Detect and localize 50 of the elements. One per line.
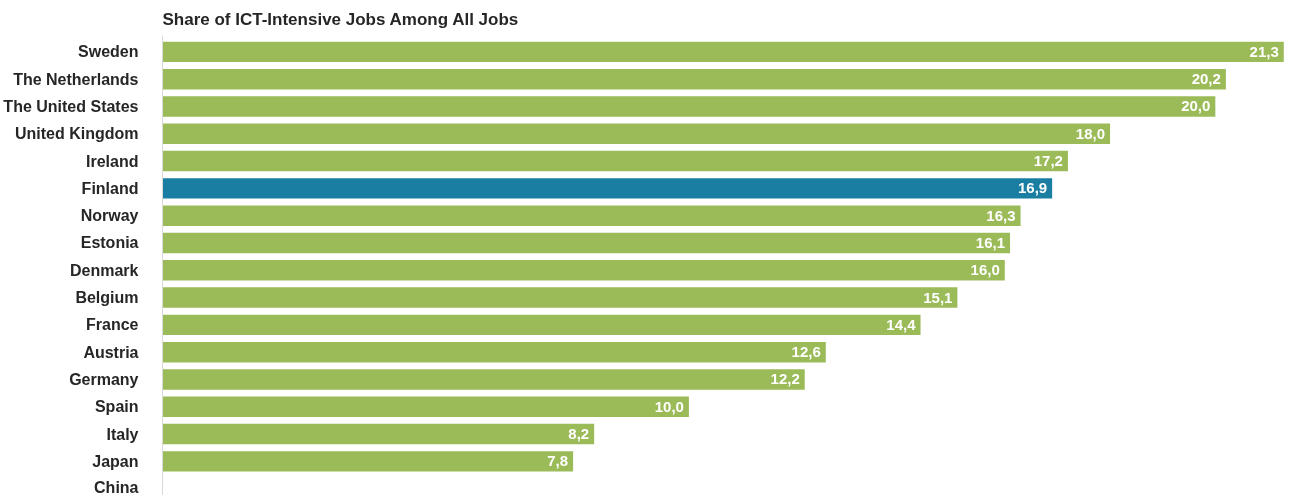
data-label: 16,1: [975, 233, 1006, 251]
bar: [162, 451, 574, 472]
y-tick-label: Japan: [92, 452, 139, 470]
bar: [162, 341, 826, 363]
data-label: 16,3: [986, 206, 1016, 224]
data-label: 10,0: [654, 397, 684, 415]
bar: [162, 423, 595, 445]
data-label: 17,2: [1033, 152, 1063, 170]
bar: [162, 232, 1011, 254]
y-tick-label: Estonia: [80, 234, 139, 252]
bar: [162, 178, 1053, 199]
data-label: 18,0: [1075, 124, 1106, 142]
data-label: 16,9: [1017, 179, 1048, 197]
bar: [162, 150, 1068, 172]
bar: [162, 205, 1021, 226]
data-label: 16,0: [970, 261, 1000, 279]
bar: [162, 260, 1005, 281]
bar: [162, 396, 689, 418]
y-tick-label: France: [86, 316, 139, 334]
bar: [162, 369, 805, 390]
y-tick-label: Ireland: [86, 152, 139, 170]
y-tick-label: China: [94, 478, 139, 495]
data-label: 15,1: [923, 288, 953, 306]
y-tick-label: The United States: [3, 97, 139, 115]
y-tick-label: Belgium: [75, 289, 139, 307]
y-tick-label: Norway: [80, 207, 139, 225]
y-tick-label: United Kingdom: [14, 125, 139, 143]
y-tick-label: Finland: [81, 179, 139, 197]
data-label: 14,4: [886, 315, 917, 333]
data-label: 7,8: [547, 452, 569, 470]
y-tick-label: Sweden: [78, 43, 139, 61]
data-label: 12,2: [770, 370, 800, 388]
y-tick-label: Spain: [94, 398, 139, 416]
y-tick-label: Italy: [106, 425, 139, 443]
bar: [162, 287, 958, 308]
data-label: 20,2: [1191, 70, 1221, 88]
y-tick-label: Austria: [83, 343, 139, 361]
data-label: 12,6: [791, 343, 821, 361]
bar: [162, 68, 1226, 90]
y-tick-label: The Netherlands: [13, 70, 139, 88]
data-label: 20,0: [1181, 97, 1211, 115]
bar: [162, 96, 1216, 117]
chart-title: Share of ICT-Intensive Jobs Among All Jobs: [162, 9, 519, 29]
data-label: 8,2: [568, 425, 590, 443]
y-tick-label: Denmark: [70, 261, 139, 279]
y-tick-label: Germany: [69, 370, 139, 388]
bar: [162, 41, 1284, 63]
bar: [162, 314, 921, 336]
bar: [162, 123, 1111, 145]
data-label: 21,3: [1249, 42, 1279, 60]
